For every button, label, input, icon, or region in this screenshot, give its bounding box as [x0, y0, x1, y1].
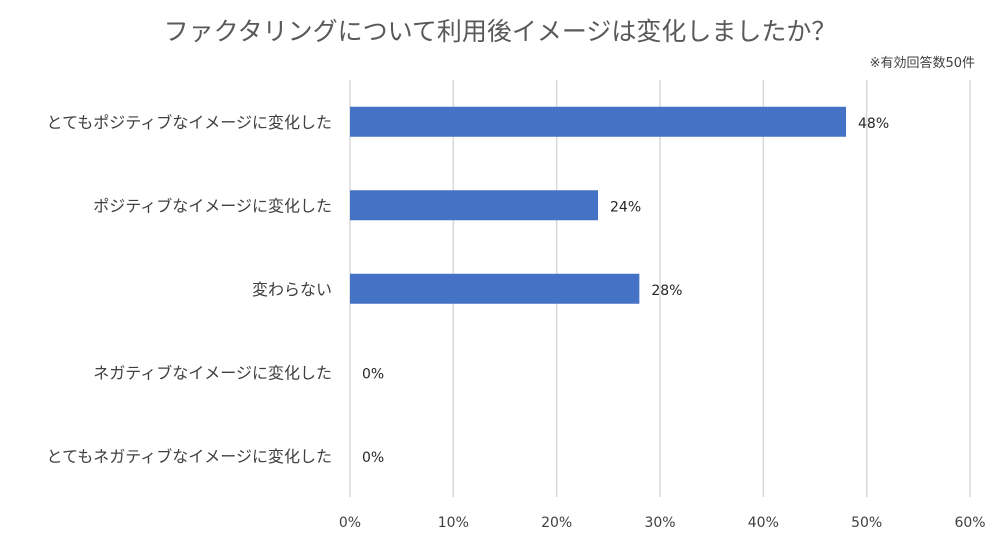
x-tick-label: 50%: [851, 515, 882, 531]
category-label: とてもネガティブなイメージに変化した: [47, 447, 332, 466]
data-label: 24%: [610, 199, 641, 215]
category-label: ポジティブなイメージに変化した: [93, 196, 332, 215]
category-label: ネガティブなイメージに変化した: [93, 363, 332, 382]
x-tick-label: 40%: [748, 515, 779, 531]
bar: [350, 106, 846, 137]
data-label: 48%: [858, 116, 889, 132]
x-tick-label: 10%: [438, 515, 469, 531]
data-label: 0%: [362, 366, 384, 382]
x-tick-label: 60%: [954, 515, 985, 531]
category-label: とてもポジティブなイメージに変化した: [47, 113, 332, 132]
data-label: 28%: [651, 283, 682, 299]
category-labels: とてもポジティブなイメージに変化したポジティブなイメージに変化した変わらないネガ…: [47, 113, 332, 466]
response-count-note: ※有効回答数50件: [870, 55, 975, 71]
x-tick-label: 0%: [339, 515, 361, 531]
data-labels: 48% 24% 28% 0% 0%: [362, 116, 889, 466]
x-tick-label: 30%: [644, 515, 675, 531]
category-label: 変わらない: [252, 280, 332, 299]
bars: [350, 106, 846, 304]
x-axis-ticks: 0% 10% 20% 30% 40% 50% 60%: [339, 515, 986, 531]
x-tick-label: 20%: [541, 515, 572, 531]
bar: [350, 190, 598, 221]
bar: [350, 273, 640, 304]
chart-title: ファクタリングについて利用後イメージは変化しましたか？: [164, 17, 837, 46]
data-label: 0%: [362, 450, 384, 466]
